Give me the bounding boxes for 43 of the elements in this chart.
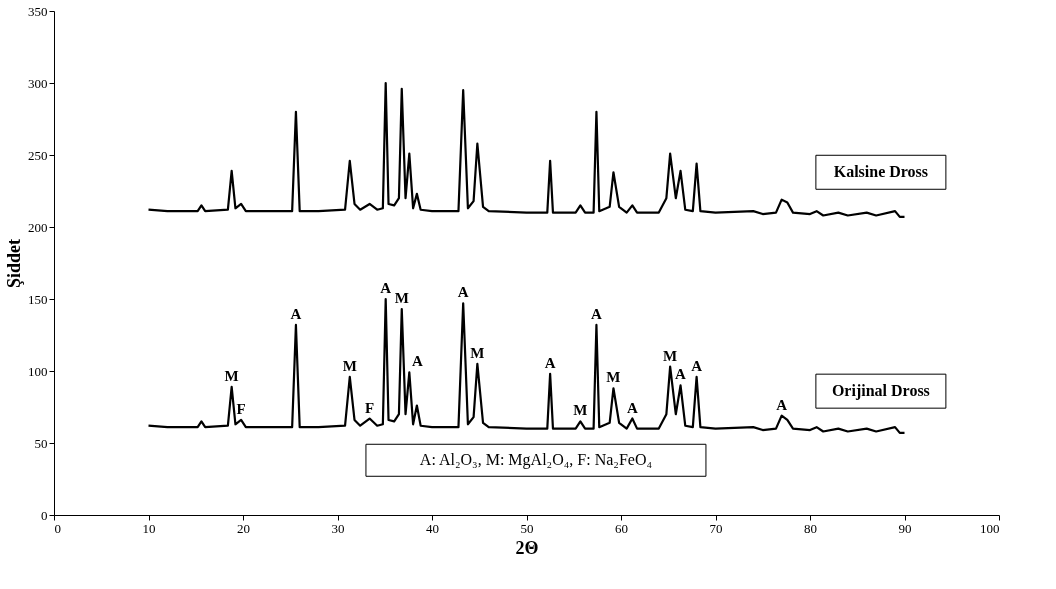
annotation: A: [691, 357, 703, 374]
y-tick-label: 200: [28, 219, 48, 235]
annotation: A: [591, 305, 603, 322]
text: Kalsine Dross: [833, 163, 929, 181]
annotation: M: [606, 369, 621, 386]
x-tick-label: 0: [54, 520, 61, 536]
annotation: M: [663, 347, 678, 364]
annotation: A: [776, 396, 788, 413]
y-tick-label: 300: [28, 75, 48, 91]
annotation: A: Al₂O₃, M: MgAl₂O₄, F: Na₂FeO₄: [419, 451, 653, 470]
annotation: A: [544, 354, 556, 371]
y-tick-label: 250: [28, 147, 48, 163]
x-tick-label: 20: [237, 520, 250, 536]
y-tick-label: 350: [28, 3, 48, 19]
annotation: F: [365, 399, 375, 416]
annotation: A: [411, 353, 423, 370]
x-tick-label: 50: [520, 520, 534, 536]
annotation: M: [573, 402, 588, 419]
y-tick-label: 150: [28, 291, 48, 307]
x-tick-label: 100: [980, 520, 1000, 536]
annotation: M: [394, 290, 409, 307]
x-tick-label: 40: [426, 520, 439, 536]
x-axis-title: 2Θ: [515, 537, 539, 558]
series-label: Orijinal Dross: [831, 382, 930, 401]
annotation: A: [380, 280, 392, 296]
y-tick-label: 0: [41, 507, 48, 523]
annotation: A: [675, 366, 687, 383]
y-axis-title: Şiddet: [4, 238, 24, 289]
x-tick-label: 30: [331, 520, 345, 536]
y-tick-label: 100: [28, 363, 48, 379]
x-tick-label: 60: [615, 520, 628, 536]
annotation: A: [457, 284, 469, 301]
x-tick-label: 80: [804, 520, 817, 536]
y-tick-label: 50: [34, 435, 48, 451]
x-tick-label: 90: [898, 520, 912, 536]
x-tick-label: 70: [709, 520, 723, 536]
x-tick-label: 10: [142, 520, 156, 536]
annotation: A: [626, 399, 638, 416]
annotation: F: [236, 400, 246, 417]
annotation: M: [224, 367, 239, 384]
annotation: A: [290, 305, 302, 322]
annotation: M: [470, 344, 485, 361]
annotation: M: [342, 357, 357, 374]
